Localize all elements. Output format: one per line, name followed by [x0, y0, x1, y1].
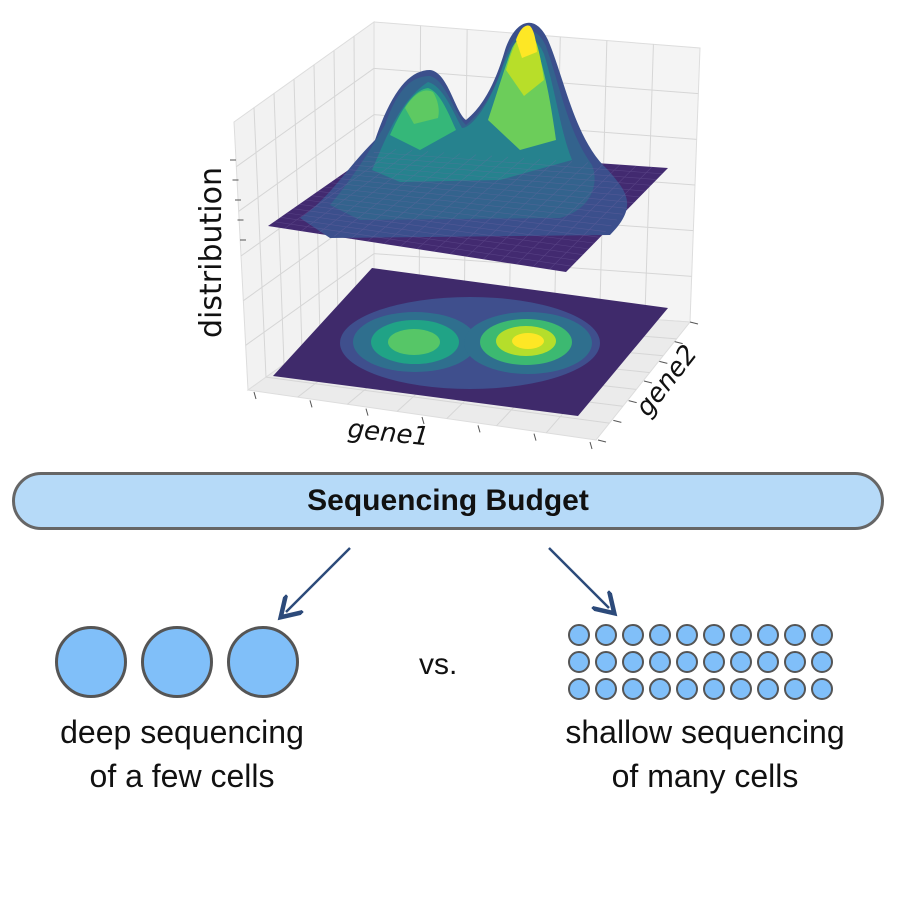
cell-small	[568, 678, 590, 700]
caption-line: of many cells	[611, 758, 799, 794]
cell-small	[676, 624, 698, 646]
axis-ticks	[230, 159, 699, 450]
cell-small	[730, 678, 752, 700]
cell-small	[649, 624, 671, 646]
cell-small	[703, 624, 725, 646]
cell-small	[811, 651, 833, 673]
many-cells-group	[568, 624, 833, 700]
cell-large	[141, 626, 213, 698]
deep-sequencing-caption: deep sequencing of a few cells	[32, 710, 332, 798]
cell-small	[622, 678, 644, 700]
cell-small	[757, 678, 779, 700]
cell-small	[811, 678, 833, 700]
cell-small	[676, 651, 698, 673]
cell-small	[757, 651, 779, 673]
arrow-right	[548, 547, 609, 608]
cell-small	[649, 678, 671, 700]
cell-small	[649, 651, 671, 673]
caption-line: deep sequencing	[60, 714, 304, 750]
cell-small	[676, 678, 698, 700]
cell-small	[622, 624, 644, 646]
cell-small	[595, 651, 617, 673]
caption-line: of a few cells	[89, 758, 275, 794]
caption-line: shallow sequencing	[565, 714, 845, 750]
cell-small	[730, 651, 752, 673]
shallow-sequencing-caption: shallow sequencing of many cells	[540, 710, 870, 798]
cell-small	[568, 651, 590, 673]
cell-small	[784, 678, 806, 700]
cell-small	[784, 624, 806, 646]
cell-large	[227, 626, 299, 698]
cell-large	[55, 626, 127, 698]
arrow-left	[286, 547, 351, 612]
vs-label: vs.	[419, 648, 458, 681]
surface-peaks	[300, 22, 628, 239]
cell-small	[703, 678, 725, 700]
cell-small	[622, 651, 644, 673]
cell-small	[595, 678, 617, 700]
cell-small	[703, 651, 725, 673]
x-axis-label: gene1	[346, 414, 430, 452]
budget-label: Sequencing Budget	[307, 484, 589, 517]
cell-small	[811, 624, 833, 646]
cell-small	[595, 624, 617, 646]
surface-mesh	[274, 148, 663, 270]
cell-small	[568, 624, 590, 646]
few-cells-group	[55, 626, 299, 698]
sequencing-budget-bar: Sequencing Budget	[12, 472, 884, 530]
contour-levels	[340, 297, 600, 389]
density-plot: distribution gene1 gene2	[194, 21, 704, 452]
cell-small	[757, 624, 779, 646]
cell-small	[730, 624, 752, 646]
cell-small	[784, 651, 806, 673]
z-axis-label: distribution	[194, 167, 229, 338]
